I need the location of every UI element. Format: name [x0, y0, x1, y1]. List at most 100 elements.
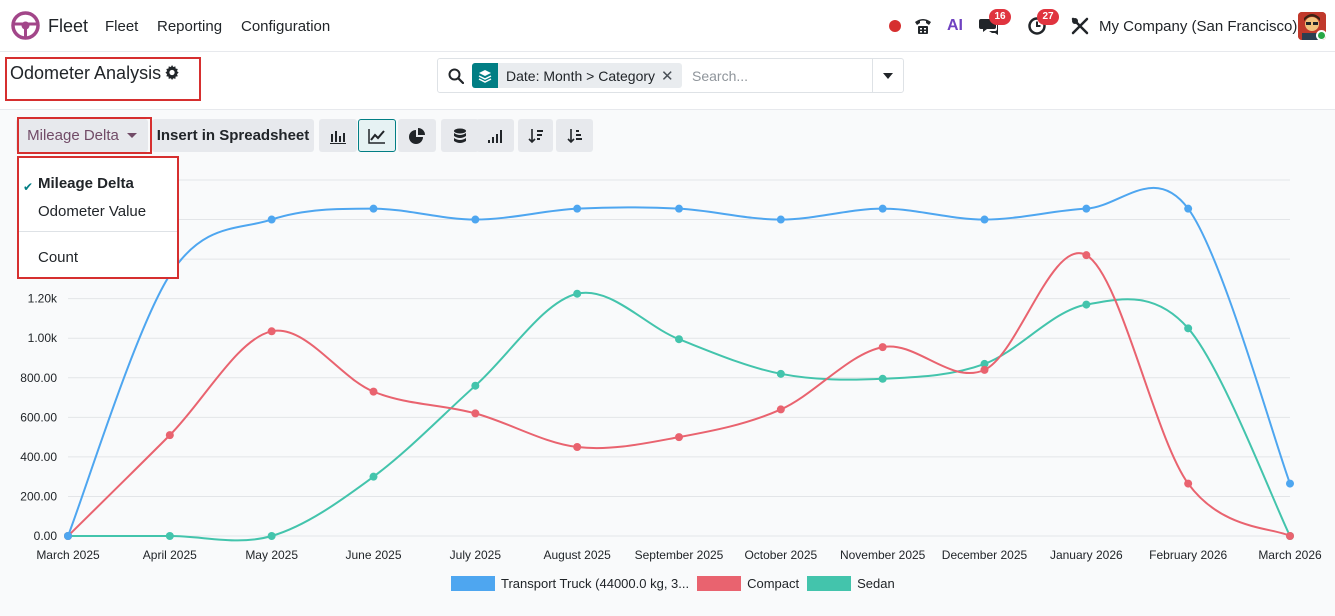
chart-legend: Transport Truck (44000.0 kg, 3... Compac… — [451, 574, 903, 592]
data-point — [573, 289, 582, 298]
data-point — [1286, 532, 1294, 540]
data-point — [776, 369, 785, 378]
x-tick-label: July 2025 — [450, 548, 502, 562]
data-point — [1184, 324, 1193, 333]
x-tick-label: March 2026 — [1258, 548, 1322, 562]
data-point — [369, 472, 378, 481]
user-avatar[interactable] — [1298, 12, 1326, 40]
insert-spreadsheet-button[interactable]: Insert in Spreadsheet — [152, 119, 314, 152]
data-point — [878, 204, 887, 213]
legend-item[interactable]: Transport Truck (44000.0 kg, 3... — [451, 575, 689, 591]
data-point — [980, 215, 989, 224]
search-bar: Date: Month > Category ✕ — [437, 58, 904, 93]
app-name[interactable]: Fleet — [48, 16, 89, 36]
remove-facet-icon[interactable]: ✕ — [661, 67, 674, 85]
data-point — [64, 532, 72, 540]
phone-icon[interactable] — [912, 15, 934, 37]
cumulative-button[interactable] — [476, 119, 514, 152]
search-icon[interactable] — [448, 68, 464, 84]
series-line — [67, 252, 1291, 537]
data-point — [980, 365, 989, 374]
menu-reporting[interactable]: Reporting — [157, 18, 223, 35]
pie-chart-icon — [409, 127, 425, 144]
messages-button[interactable]: 16 — [976, 9, 1011, 37]
data-point — [776, 405, 785, 414]
measure-count[interactable]: Count — [38, 249, 79, 266]
x-tick-label: March 2025 — [36, 548, 100, 562]
tools-icon[interactable] — [1070, 15, 1090, 37]
menu-fleet[interactable]: Fleet — [105, 18, 139, 35]
y-tick-label: 1.00k — [28, 331, 58, 345]
x-tick-label: February 2026 — [1149, 548, 1227, 562]
y-tick-label: 200.00 — [20, 489, 57, 503]
line-chart-icon — [368, 128, 385, 144]
measures-dropdown-button[interactable]: Mileage Delta — [16, 119, 148, 152]
page-title[interactable]: Odometer Analysis — [10, 63, 162, 83]
data-point — [267, 327, 276, 336]
company-switcher[interactable]: My Company (San Francisco) — [1099, 18, 1298, 35]
line-chart-button[interactable] — [358, 119, 396, 152]
signal-icon — [488, 129, 502, 143]
data-point — [980, 359, 989, 368]
measure-odometer-value[interactable]: Odometer Value — [38, 203, 147, 220]
data-point — [471, 215, 480, 224]
gear-icon[interactable] — [165, 65, 180, 80]
measures-dropdown: ✔ Mileage Delta Odometer Value Count — [17, 156, 179, 279]
x-tick-label: November 2025 — [840, 548, 926, 562]
data-point — [369, 387, 378, 396]
stacked-button[interactable] — [441, 119, 479, 152]
data-point — [675, 335, 683, 344]
y-tick-label: 0.00 — [34, 529, 58, 543]
y-tick-label: 1.20k — [28, 292, 58, 306]
x-tick-label: October 2025 — [744, 548, 817, 562]
caret-down-icon — [883, 72, 893, 79]
search-options-toggle[interactable] — [872, 59, 903, 92]
groupby-facet[interactable]: Date: Month > Category ✕ — [472, 63, 682, 88]
data-point — [1082, 251, 1091, 260]
series-line — [68, 291, 1291, 542]
sort-ascending-icon — [566, 128, 582, 143]
x-tick-label: May 2025 — [245, 548, 298, 562]
legend-swatch — [697, 575, 742, 591]
divider — [19, 231, 177, 232]
data-point — [878, 343, 887, 352]
messages-badge: 16 — [989, 9, 1011, 25]
y-tick-label: 400.00 — [20, 450, 57, 464]
search-input[interactable] — [692, 66, 862, 86]
data-point — [471, 409, 480, 418]
data-point — [471, 381, 480, 390]
legend-item[interactable]: Sedan — [807, 575, 895, 591]
facet-label: Date: Month > Category — [506, 67, 656, 84]
sort-ascending-button[interactable] — [556, 119, 593, 152]
data-point — [573, 443, 582, 451]
ai-icon[interactable]: AI — [947, 17, 963, 34]
x-tick-label: April 2025 — [143, 548, 197, 562]
y-tick-label: 800.00 — [20, 371, 57, 385]
layers-icon — [472, 63, 498, 88]
activities-button[interactable]: 27 — [1024, 9, 1059, 37]
data-point — [1082, 300, 1091, 309]
fleet-app-icon[interactable] — [11, 11, 40, 40]
measure-mileage-delta[interactable]: Mileage Delta — [38, 175, 134, 192]
y-tick-label: 600.00 — [20, 410, 57, 424]
line-chart: 0.00 200.00 400.00 600.00 800.00 1.00k 1.20k Ma… — [20, 179, 1322, 562]
x-tick-label: September 2025 — [635, 548, 724, 562]
data-point — [165, 431, 174, 440]
recording-dot-icon[interactable] — [886, 15, 904, 37]
activities-badge: 27 — [1037, 9, 1059, 25]
data-point — [267, 532, 276, 540]
check-icon: ✔ — [23, 180, 34, 194]
pie-chart-button[interactable] — [398, 119, 436, 152]
x-tick-label: June 2025 — [345, 548, 401, 562]
data-point — [1286, 479, 1294, 488]
data-point — [776, 215, 785, 224]
top-navbar: Fleet Fleet Reporting Configuration AI 1… — [0, 0, 1335, 52]
sort-descending-button[interactable] — [518, 119, 553, 152]
series-line — [67, 187, 1291, 537]
graph-view: 0.00 200.00 400.00 600.00 800.00 1.00k 1.20k Ma… — [0, 110, 1335, 616]
data-point — [1082, 204, 1091, 213]
menu-configuration[interactable]: Configuration — [241, 18, 331, 35]
bar-chart-button[interactable] — [319, 119, 357, 152]
caret-down-icon — [126, 133, 137, 138]
legend-item[interactable]: Compact — [697, 575, 799, 591]
